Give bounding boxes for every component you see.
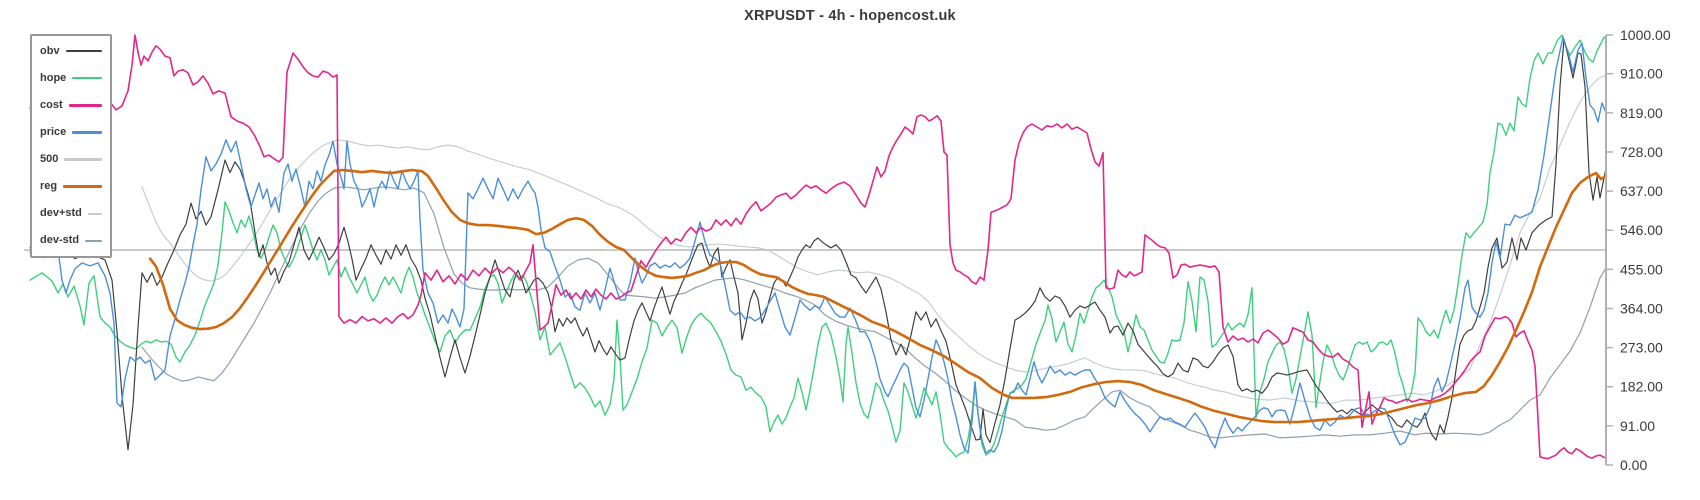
y-axis-tick-label: 91.00: [1620, 418, 1655, 434]
y-axis-tick-label: 364.00: [1620, 300, 1663, 316]
y-axis-tick-label: 1000.00: [1620, 27, 1671, 43]
legend-item-label: reg: [40, 180, 58, 193]
legend-swatch-line: [72, 76, 102, 80]
series-line-devplusstd: [141, 74, 1607, 405]
legend-swatch-line: [87, 212, 102, 216]
legend-swatch-line: [72, 131, 102, 134]
legend-item-label: 500: [40, 153, 59, 166]
y-axis-tick-label: 819.00: [1620, 105, 1663, 121]
legend-item-500: 500: [40, 154, 102, 166]
legend-item-dev-std: dev-std: [40, 235, 102, 247]
legend-swatch-line: [85, 239, 102, 243]
y-axis-tick-label: 182.00: [1620, 379, 1663, 395]
y-axis-tick-label: 637.00: [1620, 183, 1663, 199]
legend-item-label: price: [40, 125, 67, 138]
legend-swatch-line: [65, 49, 102, 53]
y-axis-tick-label: 728.00: [1620, 144, 1663, 160]
legend-swatch-line: [63, 185, 102, 188]
legend-item-label: cost: [40, 98, 63, 111]
y-axis-tick-label: 455.00: [1620, 261, 1663, 277]
legend-item-label: dev+std: [40, 207, 82, 220]
legend-item-hope: hope: [40, 72, 102, 84]
legend-box: obv hope cost price 500 reg dev+std dev-std: [30, 34, 112, 258]
legend-item-devplusstd: dev+std: [40, 208, 102, 220]
legend-item-obv: obv: [40, 45, 102, 57]
y-axis-tick-label: 273.00: [1620, 340, 1663, 356]
series-line-reg: [148, 168, 1608, 424]
legend-item-reg: reg: [40, 181, 102, 193]
legend-item-price: price: [40, 126, 102, 138]
legend-swatch-line: [64, 158, 102, 161]
legend-item-label: obv: [40, 44, 60, 57]
y-axis-tick-label: 546.00: [1620, 222, 1663, 238]
y-axis-tick-label: 0.00: [1620, 457, 1647, 473]
legend-item-label: dev-std: [40, 234, 80, 247]
chart-title: XRPUSDT - 4h - hopencost.uk: [744, 8, 956, 24]
legend-item-label: hope: [40, 71, 67, 84]
y-axis-tick-label: 910.00: [1620, 66, 1663, 82]
series-line-dev-std: [141, 186, 1607, 439]
legend-item-cost: cost: [40, 99, 102, 111]
series-line-hope: [29, 34, 1607, 458]
legend-swatch-line: [68, 104, 102, 107]
series-line-obv: [29, 38, 1607, 451]
